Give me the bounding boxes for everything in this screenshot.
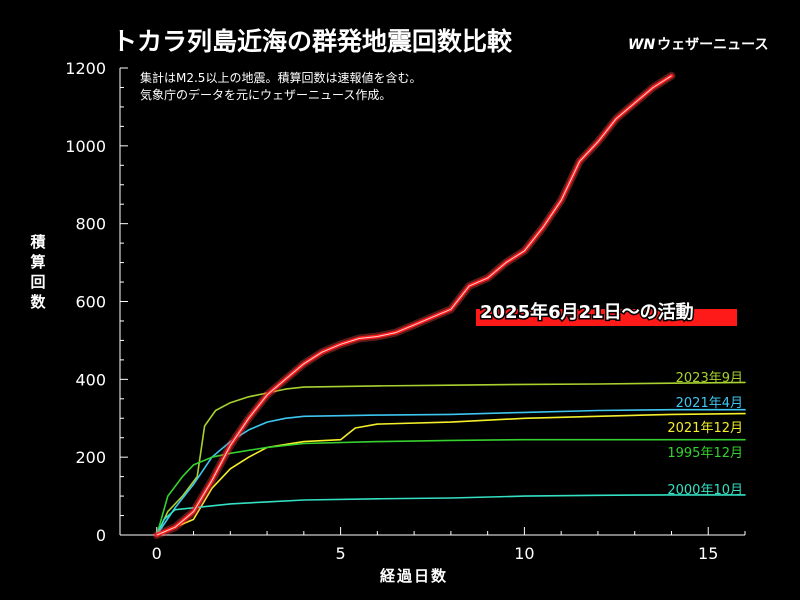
y-tick-label: 800 bbox=[75, 215, 106, 234]
note-line-2: 気象庁のデータを元にウェザーニュース作成。 bbox=[140, 88, 392, 102]
chart-title: トカラ列島近海の群発地震回数比較 bbox=[112, 27, 513, 56]
series-label: 1995年12月 bbox=[667, 446, 743, 461]
brand: WN ウェザーニュース bbox=[628, 34, 768, 54]
y-tick-label: 400 bbox=[75, 370, 106, 389]
series-line bbox=[156, 494, 746, 536]
callout-bar bbox=[476, 309, 737, 326]
y-tick-label: 200 bbox=[75, 448, 106, 467]
x-tick-label: 5 bbox=[335, 544, 345, 563]
y-tick-label: 1200 bbox=[65, 59, 106, 78]
note-line-1: 集計はM2.5以上の地震。積算回数は速報値を含む。 bbox=[140, 71, 422, 85]
series-label: 2023年9月 bbox=[676, 371, 743, 386]
y-axis-label: 積算回数 bbox=[30, 233, 46, 311]
x-tick-label: 15 bbox=[698, 544, 718, 563]
callout-label: 2025年6月21日〜の活動 bbox=[480, 301, 694, 323]
series-label: 2000年10月 bbox=[667, 483, 743, 498]
series-line bbox=[156, 412, 746, 536]
x-tick-label: 10 bbox=[514, 544, 534, 563]
x-tick-label: 0 bbox=[152, 544, 162, 563]
y-tick-label: 600 bbox=[75, 293, 106, 312]
chart-note: 集計はM2.5以上の地震。積算回数は速報値を含む。 気象庁のデータを元にウェザー… bbox=[140, 70, 421, 104]
brand-logo: WN bbox=[628, 37, 656, 53]
x-axis-label: 経過日数 bbox=[380, 567, 449, 585]
series-line bbox=[156, 408, 746, 536]
series-label: 2021年4月 bbox=[676, 396, 743, 411]
y-tick-label: 0 bbox=[96, 526, 106, 545]
series-label: 2021年12月 bbox=[667, 421, 743, 436]
series-line bbox=[156, 438, 746, 536]
y-tick-label: 1000 bbox=[65, 137, 106, 156]
series-line-core bbox=[156, 75, 672, 536]
brand-name: ウェザーニュース bbox=[657, 37, 769, 53]
